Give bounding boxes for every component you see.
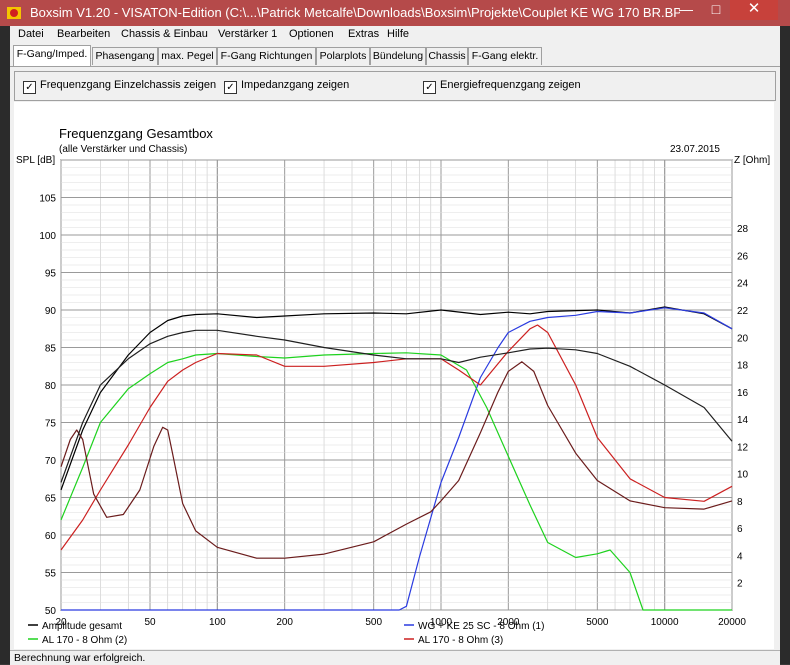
series-line-1 [60,306,733,491]
legend-label: AL 170 - 8 Ohm (3) [418,635,503,646]
y-tick-label: 65 [45,494,57,505]
x-tick-label: 50 [144,617,156,628]
x-tick-label: 100 [209,617,226,628]
y-tick-label: 70 [45,456,57,467]
x-tick-label: 5000 [586,617,609,628]
chart-curves [60,306,733,611]
tab-bar: F-Gang/Imped. Phasengang max. Pegel F-Ga… [10,44,780,67]
menu-bearbeiten[interactable]: Bearbeiten [57,28,111,40]
background-right [780,26,790,664]
checkbox-box[interactable]: ✓ [23,81,36,94]
options-panel: ✓ Frequenzgang Einzelchassis zeigen ✓ Impe… [14,71,776,101]
legend-label: WG + KE 25 SC - 8 Ohm (1) [418,621,544,632]
checkbox-energiefrequenzgang[interactable]: ✓ Energiefrequenzgang zeigen [423,79,581,94]
chart-date: 23.07.2015 [670,144,720,155]
menu-bar: Datei Bearbeiten Chassis & Einbau Verstä… [10,26,780,44]
x-tick-label: 10000 [651,617,679,628]
x-tick-label: 1000 [430,617,453,628]
y2-tick-label: 26 [737,251,749,262]
y-tick-label: 100 [39,231,56,242]
y2-tick-label: 22 [737,306,749,317]
y2-tick-label: 2 [737,579,743,590]
y2-tick-label: 12 [737,442,749,453]
status-text: Berechnung war erfolgreich. [14,652,146,664]
chart-subtitle: (alle Verstärker und Chassis) [59,144,187,155]
y2-tick-label: 28 [737,224,749,235]
checkbox-label: Frequenzgang Einzelchassis zeigen [40,79,217,91]
y-tick-label: 60 [45,531,57,542]
app-window: Datei Bearbeiten Chassis & Einbau Verstä… [10,26,780,665]
chart-title: Frequenzgang Gesamtbox [59,126,213,141]
series-line-6 [60,329,733,483]
series-line-5 [60,361,733,559]
checkbox-label: Impedanzgang zeigen [241,79,350,91]
tab-fgang-imped[interactable]: F-Gang/Imped. [13,45,91,66]
chart-labels: 20 50 100 200 500 1000 2000 5000 10000 2000050556… [16,126,770,628]
menu-hilfe[interactable]: Hilfe [387,28,410,40]
series-line-2 [61,307,733,611]
y2-axis-label: Z [Ohm] [734,155,770,166]
chart-grid [60,159,733,611]
x-tick-label: 2000 [497,617,520,628]
app-icon [7,7,21,19]
x-tick-label: 20000 [718,617,746,628]
legend-label: Amplitude gesamt [42,621,122,632]
y2-tick-label: 4 [737,551,743,562]
x-tick-label: 500 [365,617,382,628]
y-tick-label: 50 [45,606,57,617]
title-bar: Boxsim V1.20 - VISATON-Edition (C:\...\P… [0,0,790,26]
menu-chassis-einbau[interactable]: Chassis & Einbau [121,28,208,40]
y-tick-label: 75 [45,419,57,430]
tab-max-pegel[interactable]: max. Pegel [158,47,217,65]
tab-polarplots[interactable]: Polarplots [316,47,370,65]
background-left [0,26,10,664]
menu-optionen[interactable]: Optionen [289,28,334,40]
x-tick-label: 200 [276,617,293,628]
tab-fgang-elektr[interactable]: F-Gang elektr. [468,47,542,65]
checkbox-impedanzgang[interactable]: ✓ Impedanzgang zeigen [224,79,349,94]
status-bar: Berechnung war erfolgreich. [10,650,780,665]
menu-datei[interactable]: Datei [18,28,44,40]
y-tick-label: 80 [45,381,57,392]
maximize-button[interactable]: □ [711,1,721,17]
tab-fgang-richtungen[interactable]: F-Gang Richtungen [217,47,316,65]
y2-tick-label: 18 [737,361,749,372]
tab-buendelung[interactable]: Bündelung [370,47,426,65]
series-line-3 [60,352,732,611]
y-axis-label: SPL [dB] [16,155,55,166]
frequency-response-chart: 20 50 100 200 500 1000 2000 5000 10000 2000050556… [16,126,770,660]
menu-verstaerker[interactable]: Verstärker 1 [218,28,278,40]
y-tick-label: 90 [45,306,57,317]
y2-tick-label: 16 [737,388,749,399]
y-tick-label: 85 [45,344,57,355]
x-tick-label: 20 [55,617,67,628]
y2-tick-label: 14 [737,415,749,426]
minimize-button[interactable]: — [679,1,693,17]
close-button[interactable]: ✕ [730,0,778,20]
tab-phasengang[interactable]: Phasengang [92,47,158,65]
checkbox-box[interactable]: ✓ [224,81,237,94]
legend-label: AL 170 - 8 Ohm (2) [42,635,127,646]
y2-tick-label: 20 [737,333,749,344]
menu-extras[interactable]: Extras [348,28,380,40]
checkbox-box[interactable]: ✓ [423,81,436,94]
y2-tick-label: 6 [737,524,743,535]
window-title: Boxsim V1.20 - VISATON-Edition (C:\...\P… [30,5,680,20]
y2-tick-label: 10 [737,470,749,481]
y-tick-label: 55 [45,569,57,580]
y-tick-label: 95 [45,269,57,280]
checkbox-label: Energiefrequenzgang zeigen [440,79,581,91]
checkbox-einzelchassis[interactable]: ✓ Frequenzgang Einzelchassis zeigen [23,79,216,94]
chart-area: 20 50 100 200 500 1000 2000 5000 10000 20000 50 55 6… [14,102,774,660]
tab-chassis[interactable]: Chassis [426,47,468,65]
y-tick-label: 105 [39,194,56,205]
y2-tick-label: 8 [737,497,743,508]
y2-tick-label: 24 [737,279,749,290]
